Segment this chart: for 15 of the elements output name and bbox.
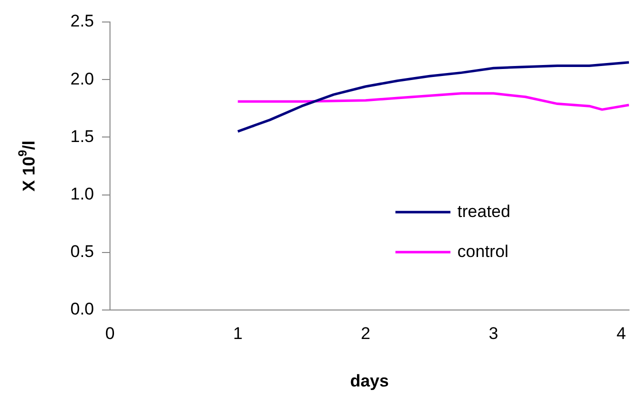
legend-label: treated — [457, 202, 510, 221]
y-tick-label: 0.5 — [70, 242, 94, 262]
x-tick-label: 1 — [233, 324, 243, 343]
y-axis-title: X 109/l — [15, 140, 39, 192]
y-tick-label: 2.0 — [70, 69, 94, 88]
y-tick-label: 1.0 — [70, 184, 94, 204]
y-tick-label: 2.5 — [70, 12, 94, 31]
x-tick-label: 2 — [360, 324, 370, 343]
y-tick-label: 0.0 — [70, 300, 94, 319]
x-axis-title: days — [350, 372, 389, 391]
x-tick-label: 0 — [105, 324, 115, 343]
y-tick-label: 1.5 — [70, 126, 94, 146]
legend-label: control — [457, 242, 508, 261]
x-tick-label: 3 — [488, 324, 498, 343]
x-tick-label: 4 — [616, 324, 626, 343]
